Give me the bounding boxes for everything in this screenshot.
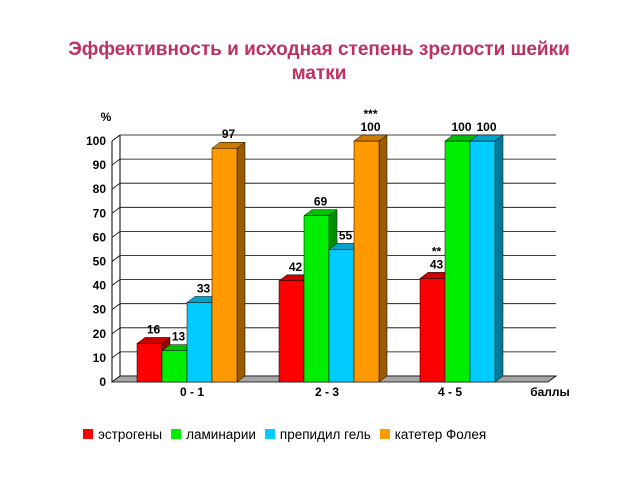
bar-side bbox=[236, 141, 246, 383]
y-tick-label: 0 bbox=[99, 375, 106, 389]
significance-marker: ** bbox=[432, 244, 442, 258]
legend-item: эстрогены bbox=[83, 427, 162, 442]
legend-label: эстрогены bbox=[98, 426, 163, 442]
legend-swatch bbox=[83, 429, 93, 439]
bar bbox=[328, 249, 355, 383]
chart-title-line-2: матки bbox=[291, 63, 347, 84]
legend-swatch bbox=[171, 429, 182, 439]
x-tick-label: 4 - 5 bbox=[438, 385, 462, 399]
bar bbox=[444, 140, 471, 383]
x-axis-label: баллы bbox=[530, 385, 570, 399]
data-label: 43 bbox=[430, 257, 444, 271]
y-tick-label: 50 bbox=[93, 255, 107, 269]
gridline-side bbox=[111, 231, 121, 238]
gridline-side bbox=[111, 303, 121, 311]
legend-swatch bbox=[264, 429, 275, 439]
y-tick-label: 60 bbox=[93, 230, 107, 244]
bar bbox=[353, 140, 380, 383]
gridline-side bbox=[111, 327, 121, 335]
chart-title: Эффективность и исходная степень зрелост… bbox=[0, 38, 638, 86]
bar-side bbox=[378, 134, 388, 383]
bar-top bbox=[303, 209, 338, 216]
gridline-side bbox=[111, 206, 121, 214]
bar-side bbox=[494, 134, 504, 383]
y-tick-label: 20 bbox=[93, 327, 107, 341]
data-label: 97 bbox=[222, 127, 236, 141]
legend-label: катетер Фолея bbox=[394, 426, 487, 442]
bar bbox=[186, 302, 213, 383]
y-tick-label: 90 bbox=[93, 158, 107, 172]
data-label: 33 bbox=[197, 281, 211, 295]
gridline-side bbox=[111, 158, 121, 166]
bar-top bbox=[353, 134, 388, 142]
y-tick-label: 10 bbox=[93, 351, 107, 365]
gridline-side bbox=[111, 182, 121, 190]
data-label: 100 bbox=[360, 120, 380, 134]
bar bbox=[136, 343, 163, 383]
y-tick-label: 30 bbox=[93, 303, 107, 317]
bar bbox=[278, 280, 305, 383]
data-label: 69 bbox=[314, 195, 328, 209]
x-tick-label: 0 - 1 bbox=[180, 385, 204, 399]
data-label: 13 bbox=[172, 330, 186, 344]
legend-item: ламинарии bbox=[171, 427, 256, 442]
data-label: 100 bbox=[451, 120, 471, 134]
chart-title-line-1: Эффективность и исходная степень зрелост… bbox=[68, 39, 570, 60]
bar bbox=[419, 278, 446, 383]
gridline-side bbox=[111, 279, 121, 286]
x-tick-label: 2 - 3 bbox=[315, 385, 339, 399]
legend-item: катетер Фолея bbox=[379, 426, 487, 442]
legend-item: препидил гель bbox=[264, 426, 371, 442]
y-tick-label: 40 bbox=[93, 279, 107, 293]
bar bbox=[161, 350, 188, 383]
legend-label: препидил гель bbox=[279, 426, 371, 442]
y-axis-label: % bbox=[101, 110, 112, 124]
bar-top bbox=[469, 134, 504, 142]
bar bbox=[211, 147, 238, 383]
gridline-side bbox=[111, 255, 121, 262]
legend-swatch bbox=[379, 429, 390, 439]
data-label: 55 bbox=[339, 228, 353, 242]
y-tick-label: 80 bbox=[93, 182, 107, 196]
legend-label: ламинарии bbox=[186, 426, 256, 442]
data-label: 42 bbox=[289, 260, 303, 274]
bar-top bbox=[136, 337, 171, 344]
data-label: 16 bbox=[147, 322, 161, 336]
y-tick-label: 70 bbox=[93, 206, 107, 220]
gridline-side bbox=[111, 351, 121, 359]
chart-legend: эстрогены ламинарии препидил гель катетер Ф… bbox=[83, 426, 495, 442]
bar bbox=[469, 140, 496, 383]
gridline-side bbox=[111, 134, 121, 142]
significance-marker: *** bbox=[363, 107, 377, 121]
data-label: 100 bbox=[476, 120, 496, 134]
y-tick-label: 100 bbox=[86, 134, 106, 148]
bar-top bbox=[211, 141, 246, 149]
bar bbox=[303, 215, 330, 383]
